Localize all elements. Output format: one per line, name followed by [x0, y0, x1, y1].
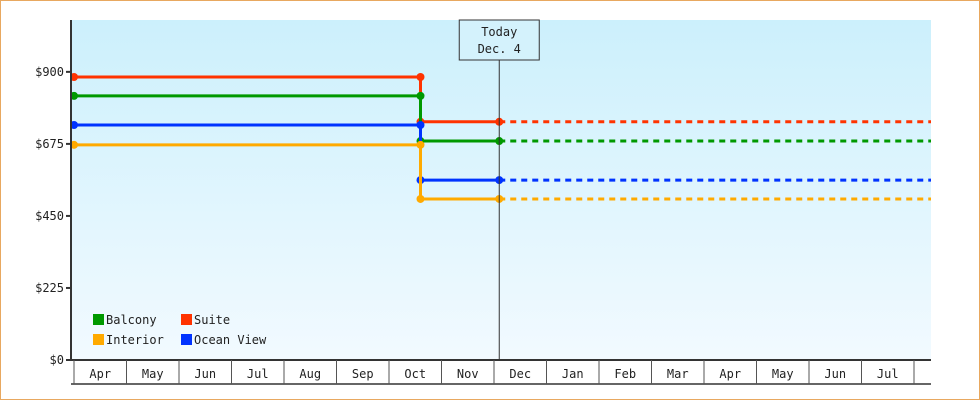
- legend-label-interior: Interior: [106, 333, 164, 347]
- today-label-box: [458, 19, 540, 61]
- x-tick-label: Sep: [352, 367, 374, 381]
- data-point-interior: [416, 140, 425, 149]
- x-tick-label: Jul: [247, 367, 269, 381]
- y-tick-label: $225: [35, 281, 64, 295]
- legend-swatch-interior: [93, 334, 104, 345]
- x-tick-label: Apr: [719, 367, 741, 381]
- legend-label-ocean-view: Ocean View: [194, 333, 267, 347]
- y-tick-label: $0: [50, 353, 64, 367]
- x-tick-label: Jun: [194, 367, 216, 381]
- legend-swatch-balcony: [93, 314, 104, 325]
- x-tick-label: Nov: [457, 367, 479, 381]
- x-tick-label: Jul: [877, 367, 899, 381]
- series-line-interior: [74, 143, 500, 201]
- legend-swatch-ocean-view: [181, 334, 192, 345]
- x-tick-label: Mar: [667, 367, 689, 381]
- data-point-suite: [416, 72, 425, 81]
- y-tick-label: $900: [35, 65, 64, 79]
- x-tick-label: Feb: [614, 367, 636, 381]
- data-point-balcony: [416, 91, 425, 100]
- data-point-interior: [416, 194, 425, 203]
- x-tick-label: May: [772, 367, 794, 381]
- x-tick-label: May: [142, 367, 164, 381]
- x-tick-label: Aug: [299, 367, 321, 381]
- legend-label-balcony: Balcony: [106, 313, 157, 327]
- today-label: Today: [481, 25, 517, 39]
- series-line-balcony: [74, 94, 500, 143]
- y-tick-label: $675: [35, 137, 64, 151]
- legend-label-suite: Suite: [194, 313, 230, 327]
- x-tick-label: Jan: [562, 367, 584, 381]
- today-date: Dec. 4: [478, 42, 521, 56]
- x-tick-label: Jun: [824, 367, 846, 381]
- legend-swatch-suite: [181, 314, 192, 325]
- x-tick-label: Oct: [404, 367, 426, 381]
- x-tick-label: Dec: [509, 367, 531, 381]
- x-tick-label: Apr: [89, 367, 111, 381]
- data-point-ocean-view: [416, 121, 425, 130]
- y-tick-label: $450: [35, 209, 64, 223]
- plot-area: [71, 20, 931, 360]
